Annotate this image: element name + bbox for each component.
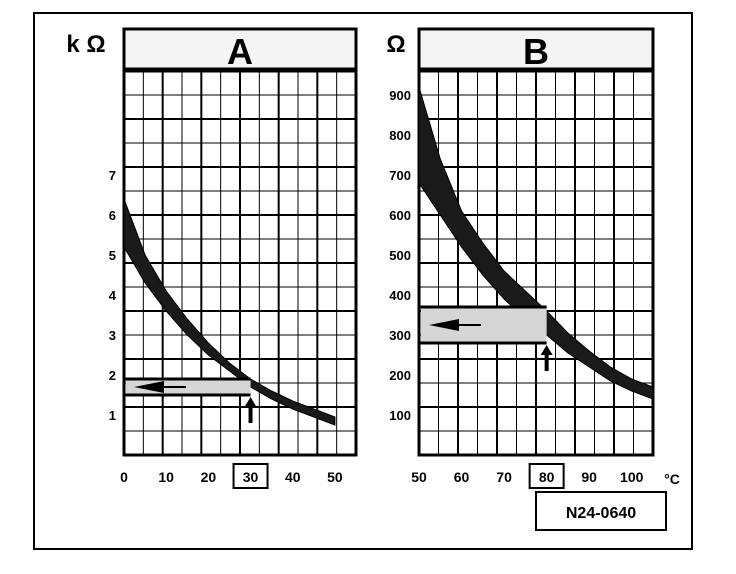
- panel-a-y-tick-label: 4: [109, 288, 117, 303]
- panel-b-y-tick-label: 300: [389, 328, 411, 343]
- panel-b-y-tick-label: 700: [389, 168, 411, 183]
- panel-a-title-bar: [122, 27, 358, 71]
- panel-b-y-tick-label: 800: [389, 128, 411, 143]
- panel-b-unit-label: Ω: [386, 31, 405, 58]
- panel-b-y-tick-label: 400: [389, 288, 411, 303]
- panel-b-x-tick-labels: 50 60 70 80 90 100: [411, 463, 644, 489]
- panel-b-y-tick-label: 100: [389, 408, 411, 423]
- panel-b: B Ω 100 200 300 400 500 600 700 800 900 50 60 70 80…: [386, 27, 680, 489]
- panel-a-x-tick-label: 10: [158, 469, 174, 485]
- figure-id: N24-0640: [566, 505, 636, 522]
- panel-a: A k Ω 1 2 3 4 5 6 7 0 10 20 30 40 50: [66, 27, 358, 489]
- panel-a-title: A: [227, 31, 253, 72]
- panel-a-x-tick-label: 0: [120, 469, 128, 485]
- panel-a-y-tick-label: 1: [109, 408, 116, 423]
- panel-b-x-tick-label: 100: [620, 469, 644, 485]
- panel-b-marked-x-box: [528, 463, 565, 489]
- panel-a-x-tick-label: 30: [243, 469, 259, 485]
- panel-b-temperature-pointer-head: [540, 345, 553, 355]
- panel-b-y-tick-label: 600: [389, 208, 411, 223]
- panel-a-y-tick-label: 2: [109, 368, 116, 383]
- panel-a-reading-arrow-head: [134, 381, 164, 393]
- panel-a-x-tick-label: 20: [201, 469, 217, 485]
- panel-b-x-tick-label: 50: [411, 469, 427, 485]
- panel-a-x-tick-label: 40: [285, 469, 301, 485]
- panel-b-resistance-band: [418, 86, 654, 400]
- panel-a-x-tick-labels: 0 10 20 30 40 50: [120, 463, 343, 489]
- panel-b-y-tick-label: 200: [389, 368, 411, 383]
- panel-a-y-tick-label: 3: [109, 328, 116, 343]
- panel-b-title: B: [523, 31, 549, 72]
- panel-b-y-tick-label: 900: [389, 88, 411, 103]
- panel-b-x-tick-label: 70: [496, 469, 512, 485]
- panel-a-temperature-pointer-head: [244, 397, 257, 407]
- panel-a-reading-guide: [124, 377, 257, 423]
- panel-b-y-tick-labels: 100 200 300 400 500 600 700 800 900: [389, 88, 411, 423]
- panel-a-y-tick-label: 6: [109, 208, 116, 223]
- panel-b-x-tick-label: 80: [539, 469, 555, 485]
- panel-b-reading-guide: [419, 305, 553, 371]
- panel-a-y-tick-label: 5: [109, 248, 116, 263]
- panel-a-y-tick-label: 7: [109, 168, 116, 183]
- figure-id-box: [535, 491, 667, 531]
- panel-a-y-tick-labels: 1 2 3 4 5 6 7: [109, 168, 117, 423]
- panel-b-x-tick-label: 60: [454, 469, 470, 485]
- panel-b-title-bar: [417, 27, 655, 71]
- panel-a-marked-x-box: [232, 463, 269, 489]
- panel-a-unit-label: k Ω: [66, 31, 105, 58]
- panel-b-x-unit: °C: [664, 471, 680, 487]
- panel-b-reading-arrow-head: [429, 319, 459, 331]
- panel-a-resistance-band: [123, 198, 336, 426]
- panel-b-y-tick-label: 500: [389, 248, 411, 263]
- panel-b-x-tick-label: 90: [581, 469, 597, 485]
- panel-a-x-tick-label: 50: [327, 469, 343, 485]
